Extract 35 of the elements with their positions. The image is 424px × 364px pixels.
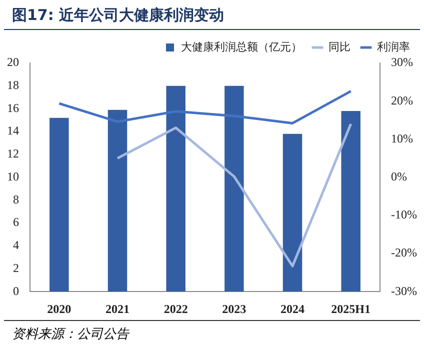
x-tick-label: 2025H1 [331,302,371,316]
x-tick-label: 2024 [280,302,305,316]
y2-tick-label: -10% [391,208,418,222]
x-tick-label: 2023 [222,302,246,316]
x-tick-label: 2020 [47,302,72,316]
bar [166,86,186,292]
y-tick-label: 4 [13,238,19,252]
legend-label: 大健康利润总额（亿元） [181,40,302,54]
y2-tick-label: -30% [391,284,418,298]
y-tick-label: 0 [13,284,19,298]
bar [224,86,244,292]
y2-tick-label: 0% [391,169,408,184]
y-tick-label: 14 [7,124,19,138]
legend-label: 同比 [328,40,350,54]
bar [282,134,302,292]
x-tick-label: 2021 [106,302,130,316]
y-tick-label: 2 [13,260,19,275]
y-tick-label: 20 [7,55,19,70]
bar [341,111,360,292]
y-tick-label: 16 [7,100,19,115]
y2-tick-label: 30% [391,55,414,70]
y2-tick-label: -20% [391,246,418,260]
y-tick-label: 12 [7,146,19,161]
y-tick-label: 6 [13,215,19,230]
y2-tick-label: 20% [391,93,414,108]
text: 资料来源：公司公告 [4,320,420,347]
y-tick-label: 10 [7,169,19,184]
bar [108,110,128,292]
y-tick-label: 8 [13,192,19,206]
y-tick-label: 18 [7,78,19,92]
chart-title: 图17: 近年公司大健康利润变动 [4,0,420,30]
legend-label: 利润率 [377,40,410,54]
bar [50,118,69,292]
x-tick-label: 2022 [164,302,188,316]
y2-tick-label: 10% [391,131,414,146]
